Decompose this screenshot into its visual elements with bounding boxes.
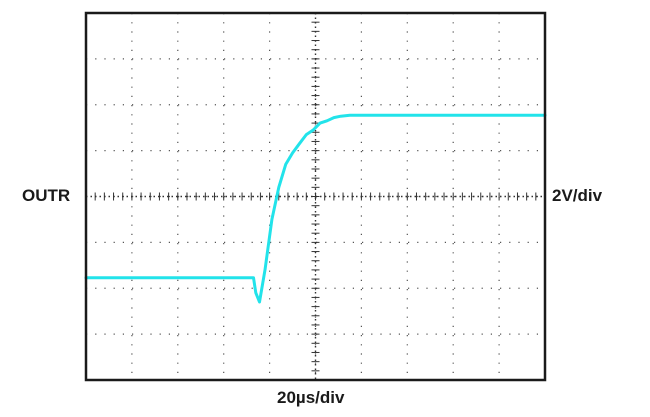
vertical-scale-label: 2V/div <box>552 186 603 205</box>
plot-frame <box>84 11 547 382</box>
horizontal-scale-label: 20µs/div <box>277 388 345 407</box>
channel-label: OUTR <box>22 186 71 205</box>
trace-line <box>84 113 547 304</box>
waveform-trace <box>84 113 547 304</box>
center-axes <box>85 12 546 381</box>
